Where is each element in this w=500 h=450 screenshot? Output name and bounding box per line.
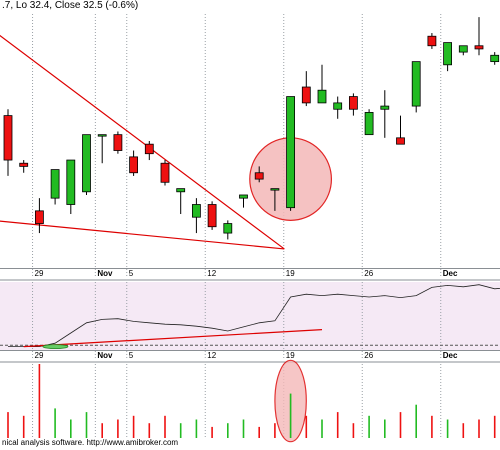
- x-tick-label: 19: [286, 269, 295, 278]
- candle-body: [380, 105, 390, 110]
- x-tick-label: 5: [129, 351, 134, 360]
- candle-body: [348, 96, 358, 110]
- candle-body: [3, 115, 13, 161]
- candle-body: [176, 188, 186, 193]
- candle-body: [66, 159, 76, 205]
- candle-body: [411, 61, 421, 107]
- x-tick-label: 29: [35, 269, 44, 278]
- candle-body: [396, 137, 405, 145]
- x-tick-label: 12: [207, 269, 216, 278]
- indicator-trendline: [23, 329, 323, 348]
- candle-body: [443, 42, 453, 66]
- candle-body: [129, 156, 139, 174]
- candle-body: [239, 194, 248, 199]
- x-tick-label: 5: [129, 269, 134, 278]
- x-tick-label: Dec: [443, 351, 458, 360]
- candle-body: [97, 134, 107, 137]
- candle-body: [160, 162, 170, 183]
- x-tick-label: 26: [364, 269, 373, 278]
- x-tick-label: Dec: [443, 269, 458, 278]
- price-trendline: [0, 34, 285, 250]
- candle-body: [301, 86, 311, 104]
- candle-body: [333, 102, 343, 110]
- price-summary: .7, Lo 32.4, Close 32.5 (-0.6%): [2, 0, 139, 11]
- candle-body: [254, 172, 264, 180]
- candle-body: [191, 204, 201, 218]
- candle-body: [364, 112, 374, 136]
- candle-body: [490, 54, 500, 63]
- x-tick-label: Nov: [97, 269, 113, 278]
- candle-body: [223, 223, 233, 234]
- candle-body: [317, 89, 327, 104]
- indicator-pane-bg: [0, 282, 500, 350]
- candle-body: [474, 45, 484, 50]
- footer-credit: nical analysis software. http://www.amib…: [2, 438, 179, 447]
- candle-body: [82, 134, 91, 193]
- candle-body: [286, 96, 296, 209]
- x-tick-label: 26: [364, 351, 373, 360]
- candle-body: [207, 204, 217, 228]
- candle-body: [427, 35, 437, 47]
- candle-body: [19, 162, 29, 167]
- x-tick-label: Nov: [97, 351, 113, 360]
- candle-body: [35, 210, 44, 224]
- indicator-line: [8, 284, 500, 348]
- candle-body: [458, 45, 468, 53]
- candle-body: [144, 143, 154, 155]
- price-trendline: [0, 220, 285, 250]
- indicator-highlight: [42, 344, 69, 350]
- x-tick-label: 12: [207, 351, 216, 360]
- x-tick-label: 19: [286, 351, 295, 360]
- candle-body: [50, 169, 60, 199]
- candle-body: [113, 134, 123, 151]
- candle-body: [270, 188, 280, 191]
- x-tick-label: 29: [35, 351, 44, 360]
